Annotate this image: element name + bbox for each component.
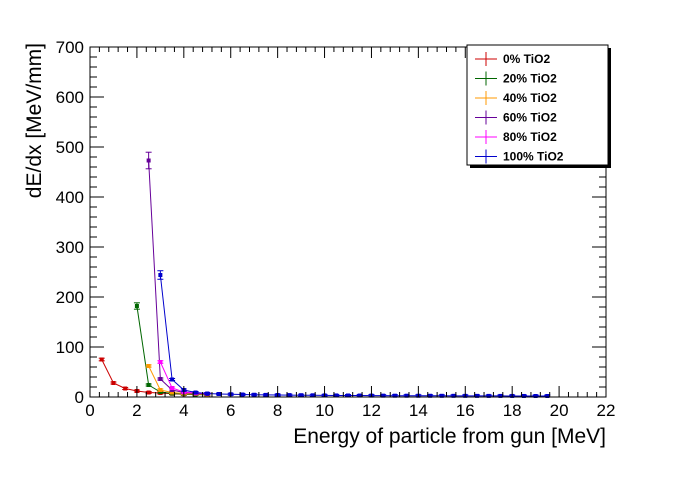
y-tick-label: 0 xyxy=(75,388,84,407)
x-tick-label: 20 xyxy=(550,401,569,420)
data-point xyxy=(486,393,491,398)
x-axis-title: Energy of particle from gun [MeV] xyxy=(293,425,606,448)
x-tick-label: 22 xyxy=(597,401,616,420)
data-point xyxy=(158,360,163,364)
series-3 xyxy=(145,151,211,396)
data-point xyxy=(533,394,538,398)
data-point xyxy=(146,390,151,395)
x-tick-label: 14 xyxy=(409,401,428,420)
data-point xyxy=(451,393,456,398)
x-tick-label: 16 xyxy=(456,401,475,420)
data-point xyxy=(99,357,104,362)
data-point xyxy=(158,377,163,381)
data-point xyxy=(346,393,350,398)
data-point xyxy=(428,393,433,398)
data-point xyxy=(475,393,479,398)
data-point xyxy=(263,392,268,397)
legend-label: 20% TiO2 xyxy=(503,72,557,86)
legend-entry-0: 0% TiO2 xyxy=(475,52,550,66)
data-point xyxy=(439,393,444,398)
legend-entry-2: 40% TiO2 xyxy=(475,91,557,105)
y-tick-label: 200 xyxy=(56,288,84,307)
legend: 0% TiO2 20% TiO2 40% TiO2 60% TiO2 80% TiO2 1… xyxy=(466,44,611,168)
data-point xyxy=(310,393,315,398)
data-point xyxy=(170,386,175,390)
data-point xyxy=(217,392,221,396)
data-point xyxy=(123,386,128,391)
y-tick-label: 700 xyxy=(56,38,84,57)
legend-label: 60% TiO2 xyxy=(503,111,557,125)
data-point xyxy=(170,377,175,382)
data-point xyxy=(146,158,151,163)
data-point xyxy=(545,394,550,398)
data-point xyxy=(287,393,292,398)
y-tick-label: 400 xyxy=(56,188,84,207)
data-point xyxy=(498,393,503,398)
legend-entry-1: 20% TiO2 xyxy=(475,71,557,86)
plot-area xyxy=(98,151,551,398)
data-point xyxy=(111,381,116,385)
data-point xyxy=(357,393,362,398)
axes: 0 2 4 6 8 10 12 14 16 18 20 22 0 100 200 300 400 500 600 70… xyxy=(56,38,616,420)
data-point xyxy=(334,393,339,398)
y-tick-label: 500 xyxy=(56,138,84,157)
legend-entry-5: 100% TiO2 xyxy=(475,149,564,164)
legend-entry-4: 80% TiO2 xyxy=(475,130,557,144)
x-tick-label: 12 xyxy=(362,401,381,420)
x-tick-label: 18 xyxy=(503,401,522,420)
data-point xyxy=(146,383,151,387)
x-tick-label: 4 xyxy=(179,401,188,420)
y-tick-label: 100 xyxy=(56,338,84,357)
data-point xyxy=(392,393,397,398)
y-axis-title: dE/dx [MeV/mm] xyxy=(23,43,46,198)
data-point xyxy=(381,393,386,398)
series-5 xyxy=(157,270,551,398)
x-tick-label: 2 xyxy=(132,401,141,420)
x-tick-label: 6 xyxy=(226,401,235,420)
data-point xyxy=(158,273,163,277)
legend-label: 0% TiO2 xyxy=(503,52,550,66)
data-point xyxy=(240,392,245,397)
data-point xyxy=(404,393,409,398)
data-point xyxy=(134,304,139,308)
legend-entry-3: 60% TiO2 xyxy=(475,110,557,125)
x-tick-label: 10 xyxy=(315,401,334,420)
series-line xyxy=(159,274,548,397)
data-point xyxy=(252,392,257,397)
y-tick-label: 300 xyxy=(56,238,84,257)
data-point xyxy=(158,388,163,392)
legend-label: 80% TiO2 xyxy=(503,130,557,144)
y-tick-label: 600 xyxy=(56,88,84,107)
data-point xyxy=(205,391,210,396)
data-point xyxy=(146,364,151,368)
plot-frame xyxy=(89,46,607,398)
series-line xyxy=(148,160,208,395)
legend-label: 100% TiO2 xyxy=(503,150,564,164)
legend-box xyxy=(466,44,609,166)
data-point xyxy=(170,390,175,395)
data-point xyxy=(521,393,526,398)
legend-label: 40% TiO2 xyxy=(503,91,557,105)
data-point xyxy=(193,390,198,395)
data-point xyxy=(299,393,304,398)
x-tick-label: 8 xyxy=(273,401,282,420)
x-tick-label: 0 xyxy=(85,401,94,420)
series-1 xyxy=(133,302,211,397)
